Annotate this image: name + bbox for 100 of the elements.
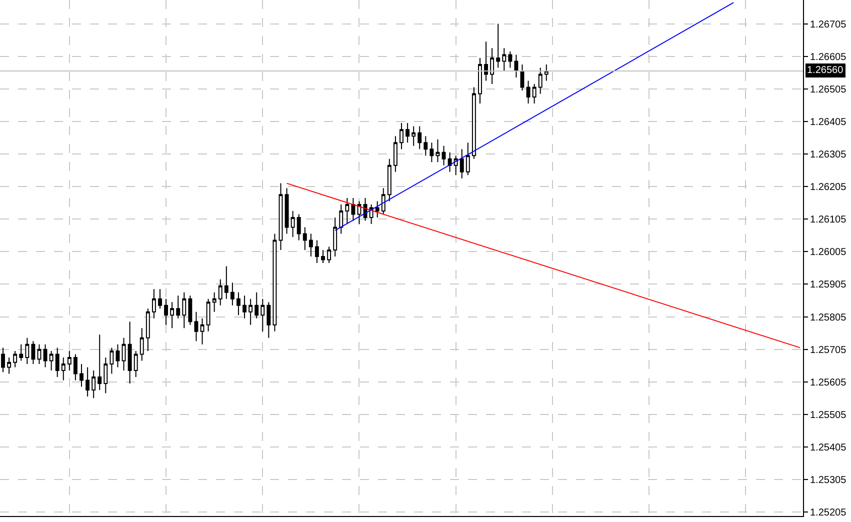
candlestick [460, 148, 464, 179]
candlestick [400, 122, 404, 150]
candlestick [206, 298, 210, 332]
candlestick [37, 344, 42, 364]
ref-line-label: 1.26560 [807, 65, 844, 76]
candlestick [466, 142, 470, 176]
y-tick-label: 1.25405 [810, 442, 847, 454]
candlestick [502, 48, 506, 72]
y-tick-label: 1.26405 [810, 116, 847, 128]
candlestick [49, 350, 54, 371]
candlestick [393, 136, 398, 172]
y-tick-label: 1.25205 [810, 508, 847, 519]
candlestick [308, 233, 313, 258]
y-tick-label: 1.26505 [810, 84, 847, 96]
candlestick [122, 337, 126, 371]
candlestick [98, 334, 102, 391]
y-tick-label: 1.25905 [810, 280, 847, 291]
candlestick [412, 126, 416, 146]
candlestick [508, 50, 512, 68]
candlestick [236, 292, 240, 316]
candlestick [514, 54, 518, 78]
candlestick [333, 216, 338, 258]
y-tick-label: 1.25605 [810, 377, 847, 388]
candlestick [104, 356, 108, 394]
candlestick [176, 295, 180, 319]
candlestick [532, 83, 536, 104]
candlestick [544, 64, 548, 82]
candlestick [116, 344, 120, 368]
candlestick [387, 158, 392, 202]
candlestick [357, 200, 362, 224]
candlestick [73, 354, 78, 381]
candlestick [200, 318, 204, 345]
candlestick [164, 298, 168, 326]
candlestick [128, 321, 132, 384]
candlestick [436, 138, 440, 163]
y-tick-label: 1.26605 [810, 52, 847, 63]
candlestick [7, 356, 12, 374]
candlestick [86, 366, 90, 398]
candlestick [188, 295, 192, 326]
candlestick [152, 288, 156, 319]
y-tick-label: 1.26205 [810, 182, 847, 194]
candlestick [345, 197, 350, 224]
candlestick [146, 308, 150, 352]
candlestick [442, 145, 446, 166]
candlestick [266, 302, 271, 338]
candlestick [284, 188, 289, 234]
candlestick [472, 86, 476, 160]
candlestick [327, 246, 332, 264]
y-tick-label: 1.26005 [810, 247, 847, 258]
candlestick [92, 370, 96, 399]
y-tick-label: 1.25505 [810, 410, 847, 421]
candlestick [314, 240, 319, 264]
candlestick [290, 210, 295, 238]
y-tick-label: 1.26105 [810, 214, 847, 226]
candlestick [43, 344, 48, 368]
candlestick [454, 155, 458, 176]
candlestick [430, 142, 434, 163]
candlestick [67, 350, 72, 371]
candlestick [19, 344, 24, 362]
candlestick [484, 41, 488, 82]
candlestick [302, 226, 307, 251]
candlestick [296, 214, 301, 241]
candlestick [55, 347, 60, 378]
candlestick [260, 298, 265, 332]
candlestick [248, 298, 253, 326]
candlestick [224, 266, 228, 300]
candlestick [496, 23, 500, 68]
candlestick [170, 302, 174, 329]
candlestick [406, 122, 410, 144]
candlestick [13, 350, 18, 368]
candlestick [339, 204, 344, 234]
candlestick [375, 200, 380, 218]
candlestick [242, 295, 246, 319]
candlestick [478, 57, 482, 104]
candlestick [110, 347, 114, 374]
candlestick [80, 363, 84, 388]
y-tick-label: 1.26705 [810, 19, 847, 30]
y-tick-label: 1.26305 [810, 149, 847, 160]
candlestick [212, 292, 216, 312]
candlestick [158, 288, 162, 310]
candlestick [520, 64, 524, 91]
candlestick [254, 292, 259, 319]
candlestick [194, 311, 198, 342]
candlestick [61, 356, 66, 381]
candlestick [272, 233, 277, 332]
y-tick-label: 1.25805 [810, 312, 847, 324]
candlestick [230, 282, 234, 306]
candlestick [25, 337, 30, 364]
candlestick [140, 328, 144, 362]
candlestick [448, 152, 452, 172]
candlestick [418, 126, 422, 150]
candlestick [321, 250, 325, 264]
candlestick [526, 80, 530, 104]
y-tick-label: 1.25705 [810, 344, 847, 356]
candlestick [31, 340, 36, 364]
candlestick [381, 188, 386, 215]
candlestick [134, 350, 138, 378]
candlestick [1, 347, 5, 373]
candlestick [278, 182, 283, 251]
candlestick [424, 136, 428, 156]
